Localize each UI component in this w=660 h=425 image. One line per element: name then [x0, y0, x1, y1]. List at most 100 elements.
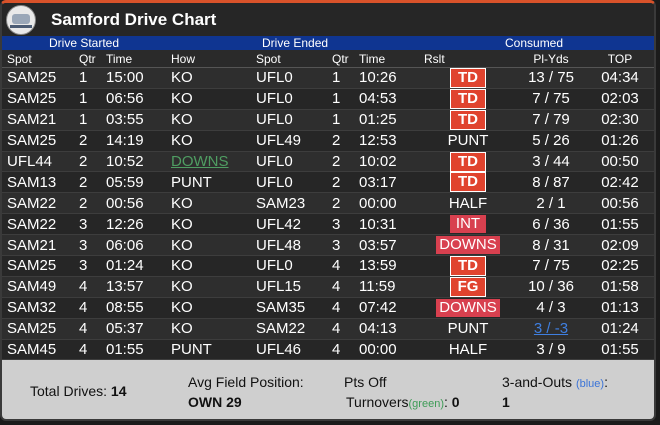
drive-row: SAM22 3 12:26 KO UFL42 3 10:31 INT 6 / 36 01:55 [2, 214, 654, 236]
end-spot-cell: UFL49 [256, 132, 332, 149]
end-time-value: 03:57 [359, 236, 397, 254]
result-badge: INT [449, 215, 487, 234]
end-time-cell: 11:59 [359, 278, 424, 295]
result-cell: PUNT [424, 132, 512, 149]
end-time-value: 10:02 [359, 153, 397, 170]
end-spot-cell: UFL0 [256, 174, 332, 191]
start-how-cell: PUNT [171, 174, 256, 191]
start-qtr-cell: 2 [79, 174, 106, 191]
avg-field-position-label: Avg Field Position: [188, 374, 304, 390]
time-of-possession-value: 01:13 [601, 299, 639, 317]
drive-row: SAM49 4 13:57 KO UFL15 4 11:59 FG 10 / 36 01:58 [2, 276, 654, 298]
drive-row: SAM21 3 06:06 KO UFL48 3 03:57 DOWNS 8 / 31 02:09 [2, 235, 654, 257]
start-time-value: 03:55 [106, 111, 144, 129]
points-off-label: Pts Off [344, 374, 387, 390]
end-time-cell: 10:31 [359, 216, 424, 233]
col-result: Rslt [424, 51, 445, 66]
start-qtr-value: 2 [79, 173, 88, 191]
col-time-of-possession: TOP [607, 51, 633, 66]
result-badge: TD [450, 255, 486, 276]
title-bar: Samford Drive Chart [2, 3, 654, 36]
end-qtr-cell: 2 [332, 132, 359, 149]
time-of-possession-cell: 02:30 [590, 111, 650, 128]
start-qtr-cell: 1 [79, 111, 106, 128]
start-how-cell: KO [171, 299, 256, 316]
col-end-spot: Spot [256, 51, 281, 66]
start-how-value: KO [171, 299, 193, 317]
plays-yards-value: 7 / 75 [532, 257, 570, 275]
end-spot-value: UFL49 [256, 132, 302, 150]
total-drives-label: Total Drives: [30, 383, 108, 399]
end-time-value: 13:59 [359, 257, 397, 275]
start-how-value: KO [171, 194, 193, 212]
end-time-value: 03:17 [359, 173, 397, 191]
start-qtr-cell: 2 [79, 132, 106, 149]
result-value: PUNT [447, 132, 489, 150]
start-spot-value: SAM21 [7, 236, 57, 254]
group-consumed: Consumed [505, 36, 564, 50]
result-badge: TD [450, 109, 486, 130]
end-qtr-cell: 2 [332, 153, 359, 170]
result-badge: TD [450, 172, 486, 193]
time-of-possession-value: 02:03 [601, 90, 639, 108]
plays-yards-cell: 6 / 36 [512, 216, 590, 233]
start-spot-cell: SAM22 [2, 195, 79, 212]
col-how: How [171, 51, 196, 66]
end-time-cell: 07:42 [359, 299, 424, 316]
start-spot-cell: SAM49 [2, 278, 79, 295]
start-qtr-cell: 4 [79, 278, 106, 295]
end-spot-cell: UFL46 [256, 341, 332, 358]
plays-yards-value: 3 / 9 [536, 341, 566, 359]
start-how-value: KO [171, 215, 193, 233]
end-spot-value: UFL0 [256, 153, 293, 170]
start-time-cell: 01:55 [106, 341, 171, 358]
start-how-value: KO [171, 132, 193, 150]
end-qtr-value: 1 [332, 90, 341, 108]
start-how-cell: KO [171, 111, 256, 128]
column-group-header: Drive Started Drive Ended Consumed [2, 36, 654, 50]
plays-yards-cell: 7 / 75 [512, 257, 590, 274]
end-spot-value: UFL0 [256, 173, 293, 191]
start-time-cell: 13:57 [106, 278, 171, 295]
start-how-cell: KO [171, 237, 256, 254]
end-time-cell: 01:25 [359, 111, 424, 128]
start-spot-cell: SAM22 [2, 216, 79, 233]
start-qtr-value: 3 [79, 215, 88, 233]
result-value: PUNT [447, 320, 489, 338]
turnover-link[interactable]: DOWNS [171, 153, 229, 170]
result-cell: TD [424, 255, 512, 276]
start-how-value: PUNT [171, 173, 212, 191]
end-qtr-cell: 4 [332, 257, 359, 274]
end-spot-value: UFL15 [256, 278, 302, 296]
start-time-cell: 05:37 [106, 320, 171, 337]
start-spot-value: SAM22 [7, 194, 57, 212]
start-how-value: KO [171, 236, 193, 254]
time-of-possession-value: 02:09 [601, 236, 639, 254]
start-spot-cell: SAM25 [2, 69, 79, 86]
start-spot-value: SAM49 [7, 278, 57, 296]
end-qtr-value: 2 [332, 132, 341, 150]
time-of-possession-value: 02:42 [601, 173, 639, 191]
end-spot-cell: UFL0 [256, 111, 332, 128]
end-qtr-value: 3 [332, 236, 341, 254]
time-of-possession-value: 00:56 [601, 194, 639, 212]
time-of-possession-cell: 04:34 [590, 69, 650, 86]
time-of-possession-cell: 02:42 [590, 174, 650, 191]
time-of-possession-value: 01:24 [601, 320, 639, 338]
three-and-out-link[interactable]: 3 / -3 [533, 320, 569, 338]
time-of-possession-value: 00:50 [601, 153, 639, 170]
result-cell: TD [424, 88, 512, 109]
plays-yards-cell: 7 / 79 [512, 111, 590, 128]
col-end-qtr: Qtr [332, 51, 349, 66]
end-qtr-value: 3 [332, 215, 341, 233]
turnovers-colon: : [443, 394, 448, 410]
start-qtr-cell: 1 [79, 90, 106, 107]
start-time-value: 12:26 [106, 215, 144, 233]
drive-row: SAM13 2 05:59 PUNT UFL0 2 03:17 TD 8 / 87 02:42 [2, 172, 654, 194]
start-how-value: KO [171, 257, 193, 275]
start-time-cell: 03:55 [106, 111, 171, 128]
end-qtr-cell: 4 [332, 299, 359, 316]
start-qtr-value: 1 [79, 90, 88, 108]
result-badge: FG [450, 276, 486, 297]
result-badge: TD [450, 88, 486, 109]
